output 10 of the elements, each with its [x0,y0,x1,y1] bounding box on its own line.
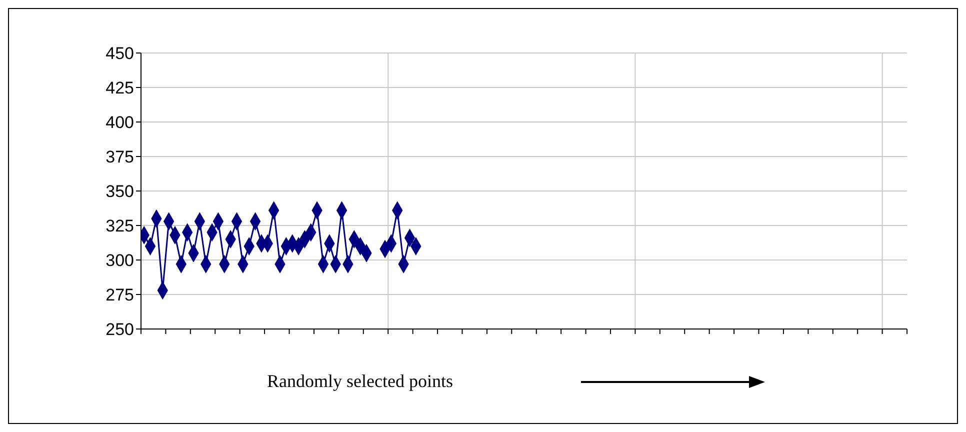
y-tick-label: 300 [106,251,134,270]
y-tick-label: 450 [106,44,134,64]
y-tick-label: 325 [106,216,134,236]
y-tick-label: 250 [106,320,134,340]
y-tick-label: 350 [106,182,134,202]
y-tick-label: 275 [106,286,134,305]
y-tick-label: 400 [106,113,134,132]
x-axis-title: Randomly selected points [267,371,453,392]
y-tick-label: 425 [106,78,134,98]
y-tick-label: 375 [106,148,134,167]
